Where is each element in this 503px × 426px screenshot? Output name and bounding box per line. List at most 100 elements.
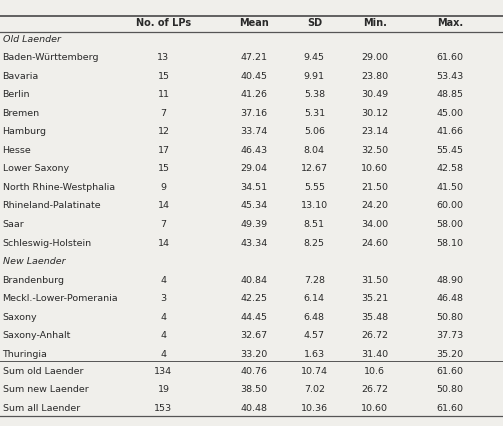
Text: 14: 14 <box>157 201 170 210</box>
Text: 15: 15 <box>157 72 170 81</box>
Text: 58.10: 58.10 <box>437 239 464 248</box>
Text: 12.67: 12.67 <box>301 164 328 173</box>
Text: 7.28: 7.28 <box>304 276 325 285</box>
Text: 5.38: 5.38 <box>304 90 325 99</box>
Text: 34.51: 34.51 <box>240 183 268 192</box>
Text: 10.60: 10.60 <box>361 404 388 413</box>
Text: 4: 4 <box>160 276 166 285</box>
Text: 1.63: 1.63 <box>304 350 325 359</box>
Text: 42.25: 42.25 <box>240 294 268 303</box>
Text: Meckl.-Lower-Pomerania: Meckl.-Lower-Pomerania <box>3 294 118 303</box>
Text: Hamburg: Hamburg <box>3 127 46 136</box>
Text: 34.00: 34.00 <box>361 220 388 229</box>
Text: 50.80: 50.80 <box>437 386 464 394</box>
Text: 24.20: 24.20 <box>361 201 388 210</box>
Text: 37.73: 37.73 <box>437 331 464 340</box>
Text: 53.43: 53.43 <box>437 72 464 81</box>
Text: 17: 17 <box>157 146 170 155</box>
Text: Old Laender: Old Laender <box>3 35 60 44</box>
Text: 46.43: 46.43 <box>240 146 268 155</box>
Text: 45.00: 45.00 <box>437 109 464 118</box>
Text: Bremen: Bremen <box>3 109 40 118</box>
Text: 10.60: 10.60 <box>361 164 388 173</box>
Text: 35.20: 35.20 <box>437 350 464 359</box>
Text: 32.67: 32.67 <box>240 331 268 340</box>
Text: 4: 4 <box>160 313 166 322</box>
Text: 26.72: 26.72 <box>361 331 388 340</box>
Text: 48.85: 48.85 <box>437 90 464 99</box>
Text: New Laender: New Laender <box>3 257 65 266</box>
Text: 33.20: 33.20 <box>240 350 268 359</box>
Text: 7.02: 7.02 <box>304 386 325 394</box>
Text: 6.14: 6.14 <box>304 294 325 303</box>
Text: 4: 4 <box>160 331 166 340</box>
Text: Saxony-Anhalt: Saxony-Anhalt <box>3 331 71 340</box>
Text: 11: 11 <box>157 90 170 99</box>
Text: Saxony: Saxony <box>3 313 37 322</box>
Text: 9.91: 9.91 <box>304 72 325 81</box>
Text: 8.04: 8.04 <box>304 146 325 155</box>
Text: 40.45: 40.45 <box>240 72 268 81</box>
Text: 5.55: 5.55 <box>304 183 325 192</box>
Text: 45.34: 45.34 <box>240 201 268 210</box>
Text: 35.48: 35.48 <box>361 313 388 322</box>
Text: 5.06: 5.06 <box>304 127 325 136</box>
Text: 5.31: 5.31 <box>304 109 325 118</box>
Text: 13.10: 13.10 <box>301 201 328 210</box>
Text: 8.25: 8.25 <box>304 239 325 248</box>
Text: 7: 7 <box>160 220 166 229</box>
Text: 10.6: 10.6 <box>364 367 385 376</box>
Text: 24.60: 24.60 <box>361 239 388 248</box>
Text: 55.45: 55.45 <box>437 146 464 155</box>
Text: 10.36: 10.36 <box>301 404 328 413</box>
Text: 35.21: 35.21 <box>361 294 388 303</box>
Text: 32.50: 32.50 <box>361 146 388 155</box>
Text: Sum old Laender: Sum old Laender <box>3 367 83 376</box>
Text: 46.48: 46.48 <box>437 294 464 303</box>
Text: 43.34: 43.34 <box>240 239 268 248</box>
Text: 13: 13 <box>157 53 170 62</box>
Text: 61.60: 61.60 <box>437 404 464 413</box>
Text: Bavaria: Bavaria <box>3 72 39 81</box>
Text: 47.21: 47.21 <box>240 53 268 62</box>
Text: 40.84: 40.84 <box>240 276 268 285</box>
Text: SD: SD <box>307 18 322 29</box>
Text: 60.00: 60.00 <box>437 201 464 210</box>
Text: Sum new Laender: Sum new Laender <box>3 386 88 394</box>
Text: 31.50: 31.50 <box>361 276 388 285</box>
Text: 14: 14 <box>157 239 170 248</box>
Text: 7: 7 <box>160 109 166 118</box>
Text: 29.00: 29.00 <box>361 53 388 62</box>
Text: 9: 9 <box>160 183 166 192</box>
Text: Sum all Laender: Sum all Laender <box>3 404 80 413</box>
Text: Max.: Max. <box>437 18 463 29</box>
Text: 9.45: 9.45 <box>304 53 325 62</box>
Text: 37.16: 37.16 <box>240 109 268 118</box>
Text: Hesse: Hesse <box>3 146 31 155</box>
Text: Schleswig-Holstein: Schleswig-Holstein <box>3 239 92 248</box>
Text: Baden-Württemberg: Baden-Württemberg <box>3 53 99 62</box>
Text: 6.48: 6.48 <box>304 313 325 322</box>
Text: 41.66: 41.66 <box>437 127 464 136</box>
Text: 49.39: 49.39 <box>240 220 268 229</box>
Text: Berlin: Berlin <box>3 90 30 99</box>
Text: 21.50: 21.50 <box>361 183 388 192</box>
Text: 42.58: 42.58 <box>437 164 464 173</box>
Text: 10.74: 10.74 <box>301 367 328 376</box>
Text: No. of LPs: No. of LPs <box>136 18 191 29</box>
Text: Min.: Min. <box>363 18 387 29</box>
Text: 50.80: 50.80 <box>437 313 464 322</box>
Text: 30.49: 30.49 <box>361 90 388 99</box>
Text: 23.80: 23.80 <box>361 72 388 81</box>
Text: 26.72: 26.72 <box>361 386 388 394</box>
Text: 58.00: 58.00 <box>437 220 464 229</box>
Text: 19: 19 <box>157 386 170 394</box>
Text: 40.76: 40.76 <box>240 367 268 376</box>
Text: 8.51: 8.51 <box>304 220 325 229</box>
Text: 12: 12 <box>157 127 170 136</box>
Text: 30.12: 30.12 <box>361 109 388 118</box>
Text: 61.60: 61.60 <box>437 53 464 62</box>
Text: 23.14: 23.14 <box>361 127 388 136</box>
Text: 38.50: 38.50 <box>240 386 268 394</box>
Text: 29.04: 29.04 <box>240 164 268 173</box>
